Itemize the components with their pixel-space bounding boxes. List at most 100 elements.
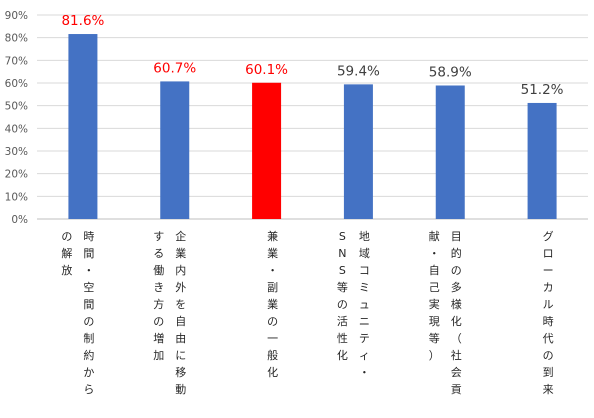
- bar: [343, 84, 373, 219]
- category-char: 制: [83, 332, 94, 345]
- category-label: の解放: [61, 230, 72, 277]
- category-char: 移: [175, 366, 186, 379]
- category-char: （: [451, 332, 462, 345]
- category-char: 貢: [451, 383, 462, 396]
- data-label: 58.9%: [429, 64, 472, 80]
- category-char: コ: [359, 264, 370, 277]
- category-char: ュ: [359, 298, 370, 311]
- category-char: 己: [429, 281, 440, 294]
- bar: [252, 82, 282, 219]
- category-char: に: [175, 349, 186, 362]
- category-char: 時: [543, 315, 554, 328]
- category-char: 自: [175, 315, 186, 328]
- category-char: の: [61, 230, 72, 243]
- x-axis-category-labels: 時間・空間の制約からの解放企業内外を自由に移動する働き方の増加兼業・副業の一般化…: [61, 229, 553, 396]
- category-char: 実: [429, 297, 440, 311]
- y-tick-label: 10%: [5, 191, 28, 203]
- bar: [527, 102, 557, 219]
- data-label: 60.1%: [245, 62, 288, 78]
- category-char: 間: [83, 298, 94, 311]
- category-char: の: [267, 315, 278, 328]
- category-char: 外: [175, 281, 186, 294]
- y-tick-label: 90%: [5, 10, 28, 22]
- category-char: を: [175, 298, 186, 311]
- category-char: 社: [451, 348, 462, 362]
- category-char: ニ: [359, 315, 370, 328]
- category-char: 自: [429, 264, 440, 277]
- y-tick-label: 30%: [5, 146, 28, 158]
- y-tick-label: 80%: [5, 33, 28, 45]
- category-char: 目: [451, 230, 462, 243]
- category-char: 性: [337, 331, 348, 345]
- category-char: 等: [337, 280, 348, 294]
- category-char: 様: [451, 297, 462, 311]
- category-char: 的: [451, 246, 462, 260]
- data-label: 60.7%: [153, 60, 196, 76]
- data-label: 51.2%: [521, 82, 564, 98]
- bar: [68, 34, 98, 219]
- category-char: 約: [83, 348, 94, 362]
- category-char: 業: [175, 247, 186, 260]
- category-char: 来: [543, 383, 554, 396]
- category-char: 化: [451, 314, 462, 328]
- bars: [68, 34, 557, 219]
- y-tick-label: 70%: [5, 55, 28, 67]
- category-char: ら: [83, 383, 94, 396]
- category-char: 一: [267, 332, 278, 345]
- category-char: ・: [267, 264, 278, 277]
- category-char: 域: [359, 247, 370, 260]
- category-char: 多: [451, 280, 462, 294]
- category-char: 由: [175, 331, 186, 345]
- category-char: 副: [267, 281, 278, 294]
- gridlines: [37, 14, 588, 220]
- category-char: 加: [153, 349, 164, 362]
- category-char: 活: [337, 315, 348, 328]
- y-tick-label: 20%: [5, 169, 28, 181]
- category-char: の: [153, 315, 164, 328]
- category-char: 間: [83, 247, 94, 260]
- category-char: ・: [429, 247, 440, 260]
- category-char: 般: [267, 349, 278, 362]
- category-char: ・: [359, 366, 370, 379]
- category-char: テ: [359, 332, 370, 345]
- category-char: 動: [175, 382, 186, 396]
- y-tick-label: 60%: [5, 78, 28, 90]
- category-char: 現: [429, 315, 440, 328]
- category-char: 化: [337, 348, 348, 362]
- category-char: 献: [429, 229, 440, 243]
- category-char: S: [339, 230, 346, 243]
- bar: [435, 85, 465, 219]
- category-char: ・: [83, 264, 94, 277]
- category-char: N: [338, 247, 346, 260]
- category-char: る: [153, 247, 164, 260]
- category-char: 到: [543, 366, 554, 379]
- category-char: 内: [175, 263, 186, 277]
- category-char: 化: [267, 365, 278, 379]
- data-labels: 81.6% 60.7% 60.1% 59.4% 58.9% 51.2%: [61, 13, 563, 98]
- category-char: カ: [543, 281, 554, 294]
- data-label: 59.4%: [337, 63, 380, 79]
- category-char: 企: [175, 229, 186, 243]
- category-char: 業: [267, 298, 278, 311]
- category-char: 働: [153, 264, 164, 277]
- category-char: 空: [83, 280, 94, 294]
- category-char: 解: [61, 246, 72, 260]
- category-char: 会: [451, 366, 462, 379]
- category-char: の: [451, 264, 462, 277]
- category-char: か: [83, 366, 94, 379]
- category-char: グ: [543, 229, 554, 243]
- category-char: 代: [543, 332, 554, 345]
- category-char: ロ: [543, 247, 554, 260]
- category-char: 地: [359, 230, 370, 243]
- y-axis: 0% 10% 20% 30% 40% 50% 60% 70% 80% 90%: [5, 10, 28, 226]
- category-char: 放: [61, 263, 72, 277]
- y-tick-label: 40%: [5, 123, 28, 135]
